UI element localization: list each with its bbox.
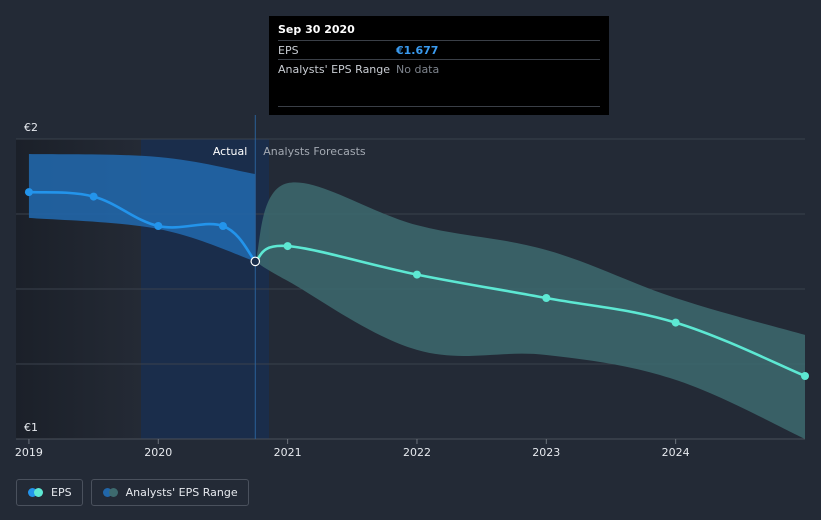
x-tick-label: 2024 — [662, 446, 690, 459]
legend-eps-button[interactable]: EPS — [16, 479, 83, 506]
tooltip-divider — [278, 106, 600, 107]
eps-forecast-point — [671, 318, 680, 327]
x-axis-labels: 2019 2020 2021 2022 2023 2024 — [15, 439, 690, 459]
tooltip-title: Sep 30 2020 — [278, 23, 355, 36]
x-tick-label: 2023 — [532, 446, 560, 459]
eps-forecast-point — [801, 372, 809, 380]
x-tick-label: 2022 — [403, 446, 431, 459]
forecast-range-area — [255, 182, 806, 440]
range-areas — [28, 154, 806, 440]
tooltip-range-value: No data — [396, 63, 440, 76]
tooltip-eps-label: EPS — [278, 44, 299, 57]
legend-range-button[interactable]: Analysts' EPS Range — [90, 479, 249, 506]
eps-actual-point — [154, 222, 163, 230]
eps-actual-point — [218, 222, 227, 230]
legend: EPS Analysts' EPS Range — [16, 479, 249, 506]
tooltip-eps-value: €1.677 — [396, 44, 439, 57]
eps-points — [24, 188, 809, 380]
actual-label: Actual — [213, 145, 247, 158]
actual-range-area — [28, 154, 256, 262]
eps-swatch-icon — [28, 488, 45, 497]
y-tick-label: €1 — [24, 421, 38, 434]
tooltip-eps-row: EPS €1.677 — [278, 40, 600, 59]
x-tick-label: 2019 — [15, 446, 43, 459]
x-tick-label: 2020 — [144, 446, 172, 459]
tooltip: Sep 30 2020 EPS €1.677 Analysts' EPS Ran… — [269, 16, 609, 115]
legend-eps-label: EPS — [51, 486, 72, 499]
eps-forecast-point — [542, 294, 551, 302]
eps-forecast-point — [283, 242, 292, 251]
legend-range-label: Analysts' EPS Range — [125, 486, 238, 499]
eps-forecast-point — [412, 270, 421, 279]
y-axis-labels: €2 €1 — [24, 121, 38, 434]
y-tick-label: €2 — [24, 121, 38, 134]
eps-actual-point — [24, 188, 33, 197]
tooltip-range-row: Analysts' EPS Range No data — [278, 59, 600, 78]
tooltip-range-label: Analysts' EPS Range — [278, 63, 391, 76]
forecast-label: Analysts Forecasts — [263, 145, 366, 158]
x-tick-label: 2021 — [274, 446, 302, 459]
range-swatch-icon — [102, 488, 120, 497]
eps-actual-point — [89, 192, 98, 201]
eps-actual-point — [250, 256, 261, 267]
